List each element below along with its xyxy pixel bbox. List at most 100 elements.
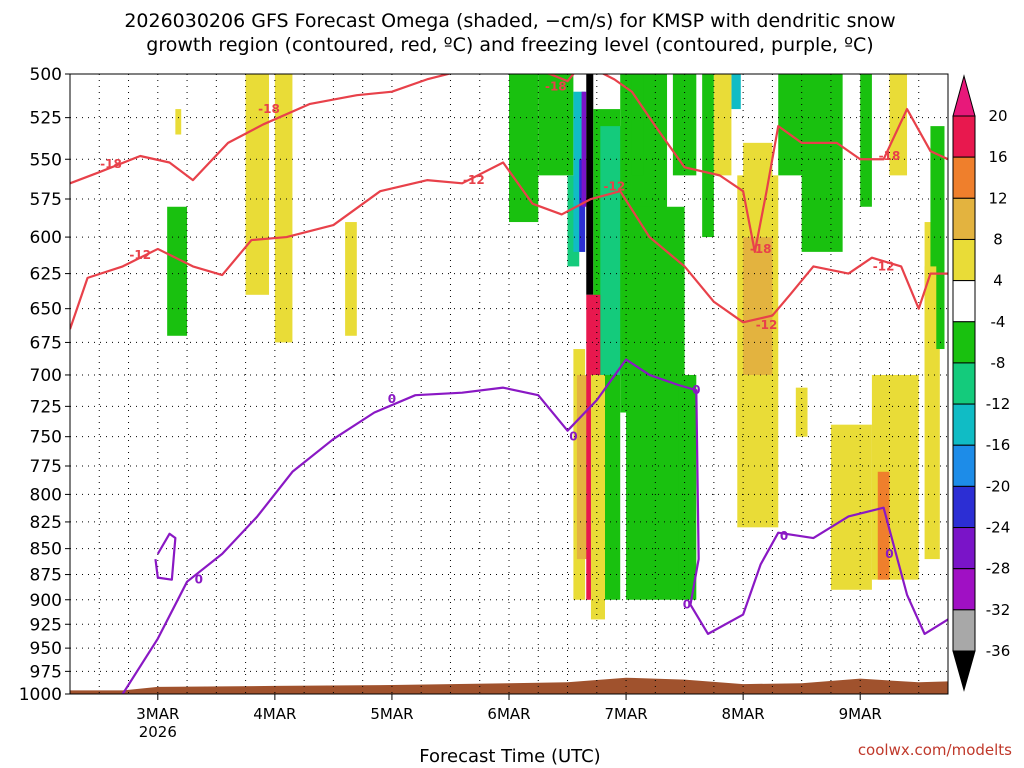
credit-text: coolwx.com/modelts [858, 741, 1012, 759]
colorbar-label: -20 [986, 477, 1011, 495]
contour-label: 0 [885, 547, 893, 561]
colorbar-swatch [952, 485, 976, 529]
y-tick-label: 975 [30, 662, 62, 682]
omega-region [830, 424, 872, 590]
y-tick-label: 800 [30, 485, 62, 505]
colorbar-swatch [952, 115, 976, 158]
omega-region [678, 374, 697, 600]
omega-region [702, 74, 714, 238]
contour-label: 0 [388, 392, 396, 406]
colorbar-swatch [952, 362, 976, 405]
colorbar-swatch [952, 238, 976, 282]
colorbar-swatch [952, 568, 976, 611]
contour-label: 0 [569, 430, 577, 444]
y-tick-label: 625 [30, 265, 62, 285]
colorbar-label: 16 [988, 148, 1007, 166]
y-tick-label: 950 [30, 639, 62, 659]
terrain [70, 677, 948, 694]
colorbar-swatch [952, 197, 976, 240]
colorbar-swatch [952, 609, 976, 652]
omega-region [631, 74, 644, 176]
contour-label: -18 [750, 242, 772, 256]
contour-label: -12 [129, 248, 151, 262]
contour-label: -12 [873, 259, 895, 273]
y-tick-label: 525 [30, 109, 62, 129]
contour-line-0 [121, 358, 948, 694]
colorbar-label: 12 [988, 189, 1007, 207]
colorbar-swatch [952, 321, 976, 364]
colorbar-swatch [952, 527, 976, 570]
contours: -18 -18 -18 -18 -18 -12 -12 -12 -12 -12 0 0 0 0 0 0 0 [70, 74, 948, 694]
x-tick-label: 3MAR [136, 705, 179, 723]
omega-region [924, 266, 937, 375]
omega-region [274, 74, 293, 343]
omega-region [672, 74, 697, 176]
y-tick-label: 850 [30, 540, 62, 560]
y-tick-label: 500 [30, 65, 62, 85]
contour-label: -18 [258, 102, 280, 116]
x-axis-title: Forecast Time (UTC) [419, 746, 600, 767]
omega-region [731, 74, 741, 110]
colorbar-swatch [952, 444, 976, 487]
omega-shading [167, 74, 945, 620]
y-tick-label: 825 [30, 513, 62, 533]
contour-label: -12 [756, 318, 778, 332]
omega-region [175, 109, 182, 135]
omega-region [877, 471, 890, 580]
contour-line-minus12 [70, 161, 948, 330]
x-tick-label: 9MAR [839, 705, 882, 723]
colorbar-label: -32 [986, 601, 1011, 619]
colorbar-swatch [952, 280, 976, 323]
terrain-fill [70, 677, 948, 694]
chart-title-line-1: 2026030206 GFS Forecast Omega (shaded, −… [124, 10, 895, 32]
omega-region [626, 206, 685, 600]
contour-label: 0 [683, 598, 691, 612]
y-tick-label: 925 [30, 615, 62, 635]
x-tick-label: 4MAR [253, 705, 296, 723]
contour-label: -12 [463, 173, 485, 187]
omega-region [889, 74, 908, 176]
x-tick-label: 7MAR [604, 705, 647, 723]
omega-region [590, 374, 605, 620]
contour-label: 0 [692, 383, 700, 397]
omega-region [345, 222, 357, 336]
y-tick-label: 675 [30, 333, 62, 353]
colorbar-label: -36 [986, 642, 1011, 660]
y-tick-label: 650 [30, 300, 62, 320]
y-tick-label: 750 [30, 428, 62, 448]
plot-area: -18 -18 -18 -18 -18 -12 -12 -12 -12 -12 0 0 0 0 0 0 0 [69, 73, 949, 695]
x-tick-label: 5MAR [370, 705, 413, 723]
colorbar-label: 8 [993, 230, 1003, 248]
colorbar-label: -8 [991, 354, 1006, 372]
omega-region [713, 74, 732, 176]
contour-label: -18 [100, 157, 122, 171]
contour-label: -18 [879, 149, 901, 163]
y-tick-label: 575 [30, 190, 62, 210]
omega-region [743, 142, 773, 238]
omega-region [795, 387, 808, 437]
omega-region [509, 74, 539, 223]
colorbar-swatch [952, 403, 976, 446]
omega-region [860, 74, 872, 207]
contour-label: 0 [780, 529, 788, 543]
contour-label: -12 [604, 179, 626, 193]
y-axis: 500 525 550 575 600 625 650 675 700 725 750 775 800 8… [19, 65, 70, 705]
y-tick-label: 875 [30, 566, 62, 586]
colorbar-label: -12 [986, 395, 1011, 413]
omega-region [167, 206, 188, 336]
colorbar-label: -24 [986, 519, 1011, 537]
chart-title-line-2: growth region (contoured, red, ºC) and f… [146, 34, 873, 56]
colorbar-label: -28 [986, 560, 1011, 578]
x-tick-label: 8MAR [722, 705, 765, 723]
omega-region [743, 237, 773, 375]
y-tick-label: 1000 [19, 685, 62, 705]
contour-line-0 [154, 532, 177, 581]
grid [69, 73, 949, 695]
colorbar-label: 20 [988, 107, 1007, 125]
x-tick-label: 6MAR [487, 705, 530, 723]
colorbar-label: -4 [991, 313, 1006, 331]
y-tick-label: 550 [30, 150, 62, 170]
omega-region [801, 74, 843, 252]
